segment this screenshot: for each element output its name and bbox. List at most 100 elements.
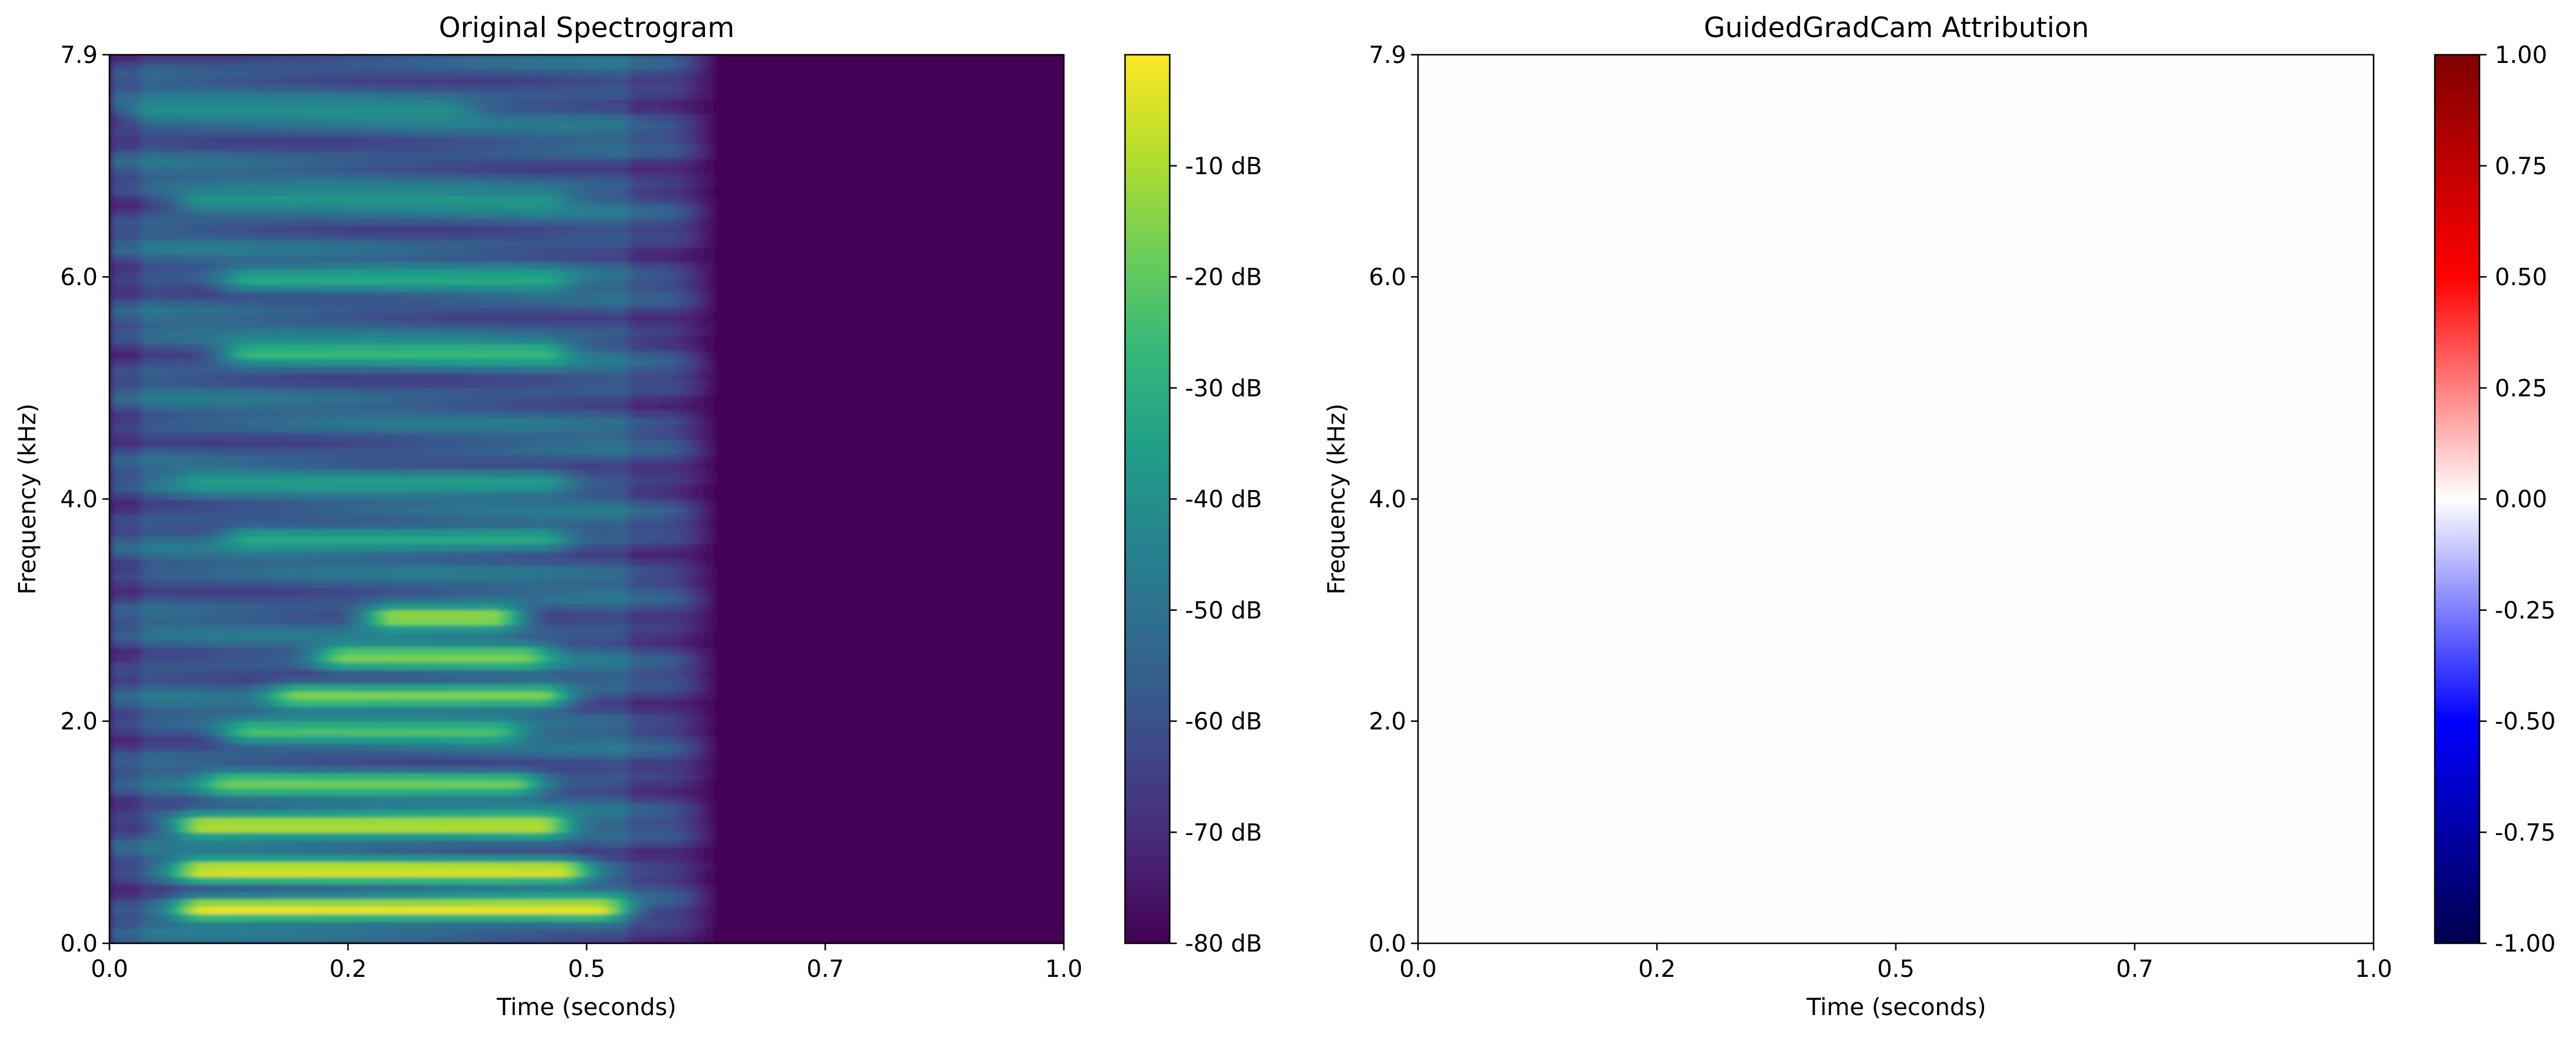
spectrogram-cell bbox=[512, 558, 524, 566]
spectrogram-cell bbox=[194, 714, 205, 721]
spectrogram-cell bbox=[460, 906, 471, 914]
spectrogram-cell bbox=[428, 536, 439, 544]
spectrogram-cell bbox=[407, 573, 418, 581]
spectrogram-cell bbox=[385, 84, 397, 92]
spectrogram-cell bbox=[385, 491, 397, 499]
spectrogram-cell bbox=[396, 144, 407, 151]
spectrogram-cell bbox=[268, 536, 279, 544]
spectrogram-cell bbox=[428, 210, 439, 218]
spectrogram-cell bbox=[523, 270, 534, 277]
spectrogram-cell bbox=[544, 862, 555, 870]
spectrogram-cell bbox=[512, 877, 524, 884]
spectrogram-cell bbox=[428, 884, 439, 892]
spectrogram-cell bbox=[247, 255, 258, 262]
spectrogram-cell bbox=[417, 810, 428, 818]
spectrogram-cell bbox=[162, 884, 174, 892]
spectrogram-cell bbox=[184, 669, 195, 677]
spectrogram-cell bbox=[215, 381, 227, 388]
spectrogram-cell bbox=[523, 262, 534, 270]
spectrogram-cell bbox=[141, 528, 152, 536]
spectrogram-cell bbox=[375, 914, 386, 922]
spectrogram-cell bbox=[342, 773, 354, 781]
spectrogram-cell bbox=[417, 381, 428, 388]
spectrogram-cell bbox=[354, 62, 365, 70]
spectrogram-cell bbox=[332, 173, 343, 181]
spectrogram-cell bbox=[226, 181, 237, 188]
spectrogram-cell bbox=[449, 188, 460, 196]
spectrogram-cell bbox=[354, 114, 365, 122]
spectrogram-cell bbox=[407, 854, 418, 862]
spectrogram-cell bbox=[332, 366, 343, 374]
spectrogram-cell bbox=[523, 188, 534, 196]
spectrogram-cell bbox=[289, 188, 301, 196]
spectrogram-cell bbox=[194, 477, 205, 484]
spectrogram-cell bbox=[300, 491, 311, 499]
spectrogram-cell bbox=[205, 751, 216, 759]
spectrogram-cell bbox=[120, 854, 131, 862]
spectrogram-cell bbox=[354, 225, 365, 232]
spectrogram-cell bbox=[502, 854, 513, 862]
spectrogram-cell bbox=[385, 151, 397, 159]
spectrogram-cell bbox=[407, 344, 418, 351]
spectrogram-cell bbox=[162, 551, 174, 558]
spectrogram-cell bbox=[332, 633, 343, 640]
spectrogram-cell bbox=[523, 899, 534, 907]
spectrogram-cell bbox=[131, 633, 142, 640]
spectrogram-cell bbox=[470, 691, 481, 699]
spectrogram-cell bbox=[184, 418, 195, 425]
spectrogram-cell bbox=[332, 721, 343, 729]
spectrogram-cell bbox=[438, 544, 450, 551]
spectrogram-cell bbox=[438, 847, 450, 854]
spectrogram-cell bbox=[152, 551, 163, 558]
spectrogram-cell bbox=[268, 877, 279, 884]
spectrogram-cell bbox=[396, 795, 407, 803]
spectrogram-cell bbox=[449, 788, 460, 796]
spectrogram-cell bbox=[152, 596, 163, 603]
spectrogram-cell bbox=[279, 84, 290, 92]
spectrogram-cell bbox=[332, 654, 343, 662]
spectrogram-cell bbox=[481, 536, 492, 544]
spectrogram-cell bbox=[375, 195, 386, 203]
spectrogram-cell bbox=[491, 906, 502, 914]
spectrogram-cell bbox=[215, 544, 227, 551]
spectrogram-cell bbox=[268, 699, 279, 707]
spectrogram-cell bbox=[407, 840, 418, 847]
spectrogram-cell bbox=[417, 247, 428, 255]
spectrogram-cell bbox=[502, 521, 513, 529]
spectrogram-cell bbox=[226, 255, 237, 262]
spectrogram-cell bbox=[152, 136, 163, 144]
spectrogram-cell bbox=[470, 736, 481, 744]
spectrogram-cell bbox=[512, 329, 524, 337]
spectrogram-cell bbox=[460, 270, 471, 277]
spectrogram-cell bbox=[215, 788, 227, 796]
spectrogram-cell bbox=[237, 758, 248, 766]
spectrogram-cell bbox=[354, 181, 365, 188]
spectrogram-cell bbox=[289, 314, 301, 321]
spectrogram-cell bbox=[173, 107, 184, 114]
spectrogram-cell bbox=[226, 596, 237, 603]
spectrogram-cell bbox=[109, 825, 121, 833]
spectrogram-cell bbox=[449, 240, 460, 248]
spectrogram-cell bbox=[512, 773, 524, 781]
spectrogram-cell bbox=[311, 892, 322, 899]
spectrogram-cell bbox=[512, 136, 524, 144]
spectrogram-cell bbox=[385, 884, 397, 892]
spectrogram-cell bbox=[375, 173, 386, 181]
spectrogram-cell bbox=[502, 706, 513, 714]
spectrogram-cell bbox=[258, 107, 269, 114]
spectrogram-cell bbox=[512, 203, 524, 211]
spectrogram-cell bbox=[407, 292, 418, 300]
spectrogram-cell bbox=[502, 321, 513, 329]
spectrogram-cell bbox=[258, 329, 269, 337]
spectrogram-cell bbox=[407, 580, 418, 588]
spectrogram-cell bbox=[332, 136, 343, 144]
spectrogram-cell bbox=[417, 706, 428, 714]
spectrogram-cell bbox=[120, 388, 131, 395]
spectrogram-cell bbox=[321, 669, 332, 677]
spectrogram-cell bbox=[120, 654, 131, 662]
spectrogram-cell bbox=[237, 92, 248, 99]
spectrogram-cell bbox=[460, 721, 471, 729]
spectrogram-cell bbox=[460, 596, 471, 603]
spectrogram-cell bbox=[407, 884, 418, 892]
